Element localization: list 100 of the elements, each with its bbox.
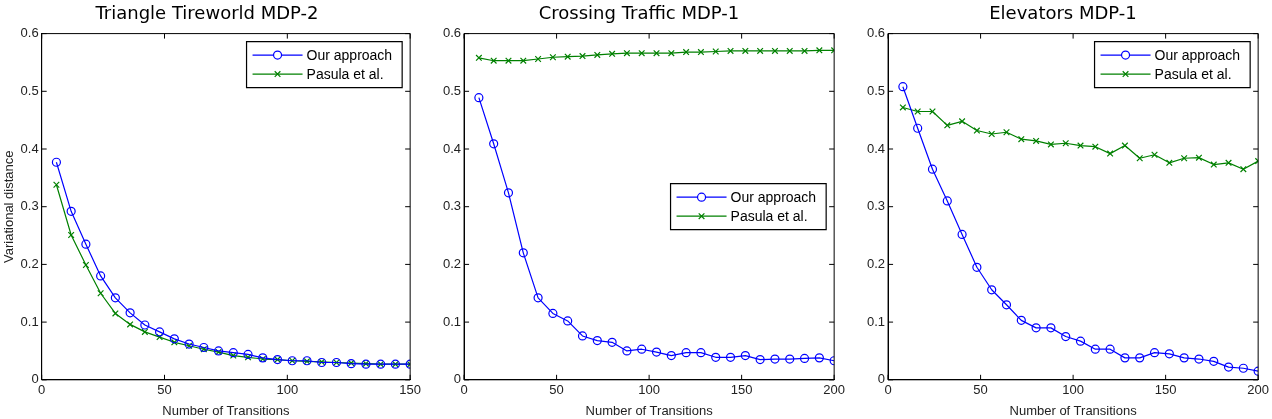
point xyxy=(1120,353,1130,363)
y-tick-label: 0.1 xyxy=(442,313,462,329)
chart-title: Crossing Traffic MDP-1 xyxy=(538,2,740,24)
point xyxy=(623,49,631,57)
point xyxy=(125,308,135,318)
point xyxy=(637,344,647,354)
y-tick-label: 0.4 xyxy=(20,140,39,156)
point xyxy=(711,352,721,362)
point xyxy=(755,355,765,365)
point xyxy=(899,104,907,111)
legend-label: Pasula et al. xyxy=(306,65,384,82)
point xyxy=(741,47,749,55)
point xyxy=(474,93,484,103)
x-tick-label: 150 xyxy=(399,382,422,398)
point xyxy=(1195,154,1203,162)
x-tick-label: 100 xyxy=(276,382,299,398)
point xyxy=(972,262,982,272)
point xyxy=(140,320,150,330)
y-tick-label: 0 xyxy=(31,371,39,387)
legend-label: Pasula et al. xyxy=(1154,65,1232,82)
point xyxy=(666,350,676,361)
y-tick-label: 0.6 xyxy=(866,25,886,41)
y-tick-label: 0.5 xyxy=(20,82,39,98)
point xyxy=(958,117,966,125)
y-tick-label: 0.1 xyxy=(20,313,39,329)
point xyxy=(622,346,632,356)
point xyxy=(914,108,922,115)
x-tick-label: 100 xyxy=(638,382,660,398)
legend-label: Our approach xyxy=(306,46,393,63)
point xyxy=(785,354,795,364)
point xyxy=(243,349,253,360)
point xyxy=(725,352,736,362)
point xyxy=(607,337,617,347)
chart-title: Elevators MDP-1 xyxy=(989,2,1137,24)
y-tick-label: 0.2 xyxy=(20,255,39,271)
point xyxy=(927,164,938,174)
y-tick-label: 0.2 xyxy=(442,255,462,271)
point xyxy=(653,49,660,57)
point xyxy=(740,350,750,361)
chart-title: Triangle Tireworld MDP-2 xyxy=(94,2,319,24)
x-tick-label: 150 xyxy=(1154,382,1177,398)
y-tick-label: 0.6 xyxy=(20,25,39,41)
point xyxy=(957,229,967,239)
point xyxy=(1075,336,1086,346)
point xyxy=(96,271,106,281)
point xyxy=(533,293,543,303)
point xyxy=(712,48,720,55)
y-tick-label: 0.2 xyxy=(866,255,886,271)
point xyxy=(579,52,586,60)
point xyxy=(770,354,780,364)
point xyxy=(1151,151,1158,159)
point xyxy=(503,188,514,198)
y-tick-label: 0 xyxy=(453,371,462,387)
point xyxy=(67,231,75,239)
x-tick-label: 50 xyxy=(973,382,988,398)
point xyxy=(814,353,824,363)
point xyxy=(1121,142,1129,149)
y-tick-label: 0 xyxy=(877,371,886,387)
point xyxy=(801,47,808,55)
point xyxy=(489,139,499,149)
point xyxy=(898,82,908,92)
point xyxy=(1239,165,1247,173)
point xyxy=(1180,154,1188,162)
x-tick-label: 50 xyxy=(549,382,564,398)
point xyxy=(1017,135,1025,143)
point xyxy=(987,285,997,295)
point xyxy=(1003,128,1010,136)
y-tick-label: 0.5 xyxy=(866,82,886,98)
y-tick-label: 0.6 xyxy=(442,25,462,41)
point xyxy=(97,289,105,297)
y-tick-label: 0.3 xyxy=(866,198,886,214)
x-tick-label: 200 xyxy=(1247,382,1270,398)
legend-label: Pasula et al. xyxy=(730,208,808,225)
point xyxy=(913,123,923,133)
point xyxy=(1061,331,1071,342)
point xyxy=(518,248,528,258)
y-tick-label: 0.3 xyxy=(20,198,39,214)
y-tick-label: 0.4 xyxy=(442,140,462,156)
point xyxy=(1090,344,1100,354)
point xyxy=(727,47,734,55)
y-tick-label: 0.3 xyxy=(442,198,462,214)
point xyxy=(549,53,557,61)
point xyxy=(1209,356,1219,366)
point xyxy=(154,327,165,337)
point xyxy=(667,49,675,57)
point xyxy=(608,50,616,58)
point xyxy=(126,320,134,328)
point xyxy=(1223,362,1234,372)
point xyxy=(1194,354,1204,364)
point xyxy=(592,335,602,346)
x-tick-label: 200 xyxy=(823,382,846,398)
x-axis-title: Number of Transitions xyxy=(1009,402,1138,418)
point xyxy=(696,348,706,358)
point xyxy=(681,348,691,358)
x-tick-label: 50 xyxy=(157,382,172,398)
point xyxy=(1106,150,1114,158)
point xyxy=(577,331,588,341)
point xyxy=(66,206,76,216)
point xyxy=(1149,348,1160,358)
point xyxy=(1164,349,1174,359)
